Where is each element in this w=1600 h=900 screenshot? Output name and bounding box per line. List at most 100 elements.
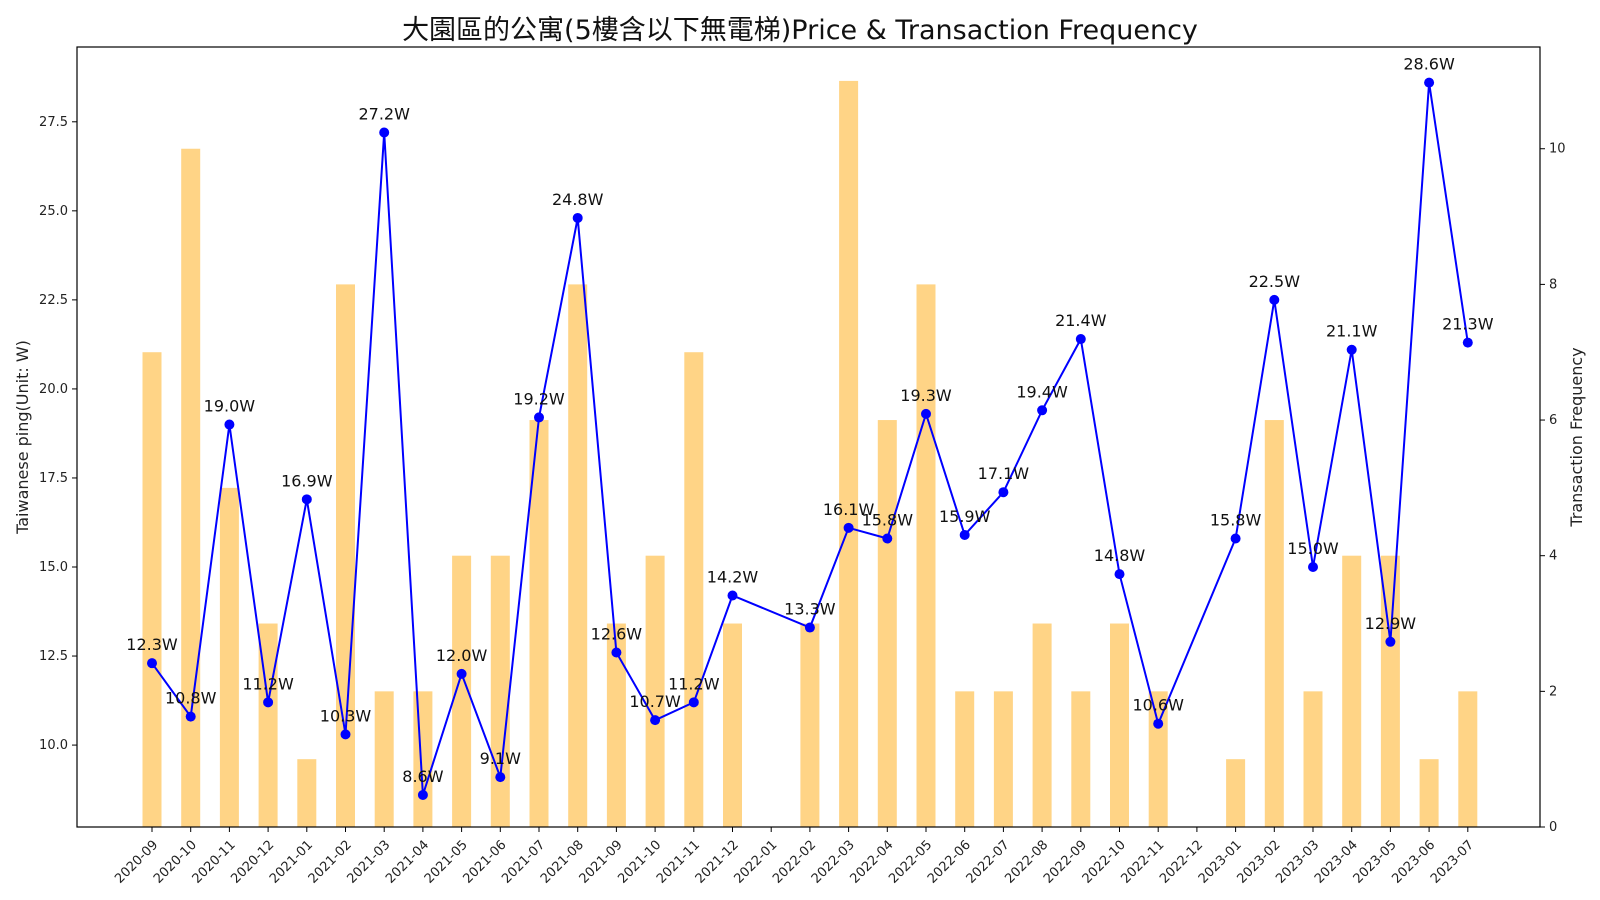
right-y-tick-label-2: 2 bbox=[1549, 684, 1557, 699]
frequency-bar-2020-09 bbox=[142, 352, 162, 827]
left-y-tick-label-17.5: 17.5 bbox=[39, 471, 68, 486]
price-point-2021-08 bbox=[572, 212, 583, 223]
price-label-2021-03: 27.2W bbox=[358, 104, 410, 123]
price-label-2021-11: 11.2W bbox=[668, 674, 720, 693]
frequency-bar-2022-05 bbox=[916, 284, 936, 827]
x-tick-label-2023-07: 2023-07 bbox=[1428, 838, 1477, 887]
price-point-2022-04 bbox=[882, 533, 893, 544]
price-label-2022-04: 15.8W bbox=[862, 511, 914, 530]
price-point-2021-09 bbox=[611, 647, 622, 658]
price-label-2023-04: 21.1W bbox=[1326, 322, 1378, 341]
frequency-bar-2020-10 bbox=[181, 148, 201, 827]
price-point-2020-12 bbox=[263, 697, 274, 708]
price-label-2022-11: 10.6W bbox=[1132, 696, 1184, 715]
price-label-2020-11: 19.0W bbox=[204, 397, 256, 416]
price-label-2021-06: 9.1W bbox=[480, 749, 521, 768]
price-point-2021-04 bbox=[417, 789, 428, 800]
price-point-2020-10 bbox=[185, 711, 196, 722]
chart-title: 大園區的公寓(5樓含以下無電梯)Price & Transaction Freq… bbox=[402, 15, 1198, 46]
price-point-2023-04 bbox=[1346, 344, 1357, 355]
frequency-bar-2023-03 bbox=[1303, 691, 1323, 827]
price-point-2023-03 bbox=[1308, 562, 1318, 572]
frequency-bar-2021-04 bbox=[413, 691, 433, 827]
price-label-2021-10: 10.7W bbox=[629, 692, 681, 711]
price-point-2022-05 bbox=[921, 408, 931, 419]
bars-layer bbox=[142, 80, 1478, 828]
price-line-layer bbox=[147, 77, 1473, 800]
right-y-tick-label-6: 6 bbox=[1549, 413, 1557, 428]
price-label-2021-05: 12.0W bbox=[436, 646, 488, 665]
frequency-bar-2023-05 bbox=[1380, 555, 1400, 827]
plot-frame bbox=[76, 46, 1541, 828]
price-label-2022-08: 19.4W bbox=[1016, 382, 1068, 401]
frequency-bar-2021-09 bbox=[606, 623, 626, 827]
price-point-2022-02 bbox=[804, 622, 815, 633]
left-y-tick-label-15.0: 15.0 bbox=[39, 560, 68, 575]
price-point-2022-09 bbox=[1075, 334, 1086, 345]
price-point-2023-06 bbox=[1424, 77, 1435, 88]
frequency-bar-2021-03 bbox=[374, 691, 394, 827]
price-point-2023-05 bbox=[1385, 636, 1396, 647]
left-y-tick-label-12.5: 12.5 bbox=[39, 649, 68, 664]
price-label-2020-09: 12.3W bbox=[126, 635, 178, 654]
price-label-2022-02: 13.3W bbox=[784, 600, 836, 619]
price-label-2023-01: 15.8W bbox=[1210, 511, 1262, 530]
price-point-2021-02 bbox=[340, 729, 351, 740]
price-point-2020-09 bbox=[147, 658, 157, 669]
left-y-tick-label-25.0: 25.0 bbox=[39, 204, 68, 219]
price-point-2021-07 bbox=[534, 412, 544, 423]
frequency-bar-2021-01 bbox=[297, 759, 317, 827]
price-label-2022-05: 19.3W bbox=[900, 386, 952, 405]
price-label-2022-03: 16.1W bbox=[823, 500, 875, 519]
price-point-2021-10 bbox=[650, 715, 661, 726]
price-label-2023-03: 15.0W bbox=[1287, 539, 1339, 558]
price-label-2021-01: 16.9W bbox=[281, 471, 333, 490]
price-point-2021-01 bbox=[301, 494, 312, 505]
price-point-2020-11 bbox=[224, 419, 235, 430]
frequency-bar-2021-10 bbox=[645, 555, 665, 827]
left-y-tick-label-20.0: 20.0 bbox=[39, 382, 68, 397]
frequency-bar-2022-06 bbox=[955, 691, 975, 827]
price-label-2021-07: 19.2W bbox=[513, 389, 565, 408]
price-point-2022-08 bbox=[1037, 405, 1048, 416]
price-label-2022-06: 15.9W bbox=[939, 507, 991, 526]
price-label-2022-10: 14.8W bbox=[1094, 546, 1146, 565]
frequency-bar-2021-02 bbox=[336, 284, 355, 827]
price-label-2021-09: 12.6W bbox=[591, 624, 643, 643]
frequency-bar-2022-02 bbox=[800, 623, 820, 827]
right-y-axis-label: Transaction Frequency bbox=[1567, 347, 1586, 527]
frequency-bar-2022-03 bbox=[839, 80, 859, 828]
right-y-tick-label-10: 10 bbox=[1549, 142, 1566, 157]
frequency-bar-2023-06 bbox=[1419, 759, 1439, 827]
right-y-tick-label-0: 0 bbox=[1549, 820, 1557, 835]
price-label-2021-12: 14.2W bbox=[707, 567, 759, 586]
frequency-bar-2023-07 bbox=[1458, 691, 1478, 827]
left-y-tick-label-22.5: 22.5 bbox=[39, 293, 68, 308]
price-label-2022-09: 21.4W bbox=[1055, 311, 1107, 330]
price-point-2022-06 bbox=[959, 529, 970, 540]
right-y-tick-label-4: 4 bbox=[1549, 549, 1557, 564]
frequency-bar-2021-06 bbox=[490, 555, 510, 827]
price-point-2021-12 bbox=[727, 590, 738, 601]
right-y-tick-label-8: 8 bbox=[1549, 277, 1557, 292]
price-label-2022-07: 17.1W bbox=[978, 464, 1030, 483]
price-label-2023-07: 21.3W bbox=[1442, 315, 1494, 334]
price-point-2023-01 bbox=[1230, 533, 1241, 544]
left-y-tick-label-27.5: 27.5 bbox=[39, 115, 68, 130]
price-point-2022-11 bbox=[1153, 718, 1164, 729]
frequency-bar-2022-10 bbox=[1110, 623, 1129, 827]
price-point-2022-10 bbox=[1114, 569, 1125, 580]
price-label-2021-02: 10.3W bbox=[320, 706, 372, 725]
price-label-2023-06: 28.6W bbox=[1403, 55, 1455, 74]
frequency-bar-2022-08 bbox=[1032, 623, 1052, 827]
frequency-bar-2021-07 bbox=[529, 420, 549, 827]
price-label-2020-10: 10.8W bbox=[165, 689, 217, 708]
frequency-bar-2023-04 bbox=[1342, 555, 1362, 827]
price-point-2022-03 bbox=[843, 522, 854, 533]
frequency-bar-2021-11 bbox=[684, 352, 704, 827]
price-label-2023-05: 12.9W bbox=[1365, 614, 1417, 633]
price-label-2020-12: 11.2W bbox=[242, 674, 294, 693]
frequency-bar-2020-11 bbox=[219, 487, 239, 827]
left-y-axis-label: Taiwanese ping(Unit: W) bbox=[13, 340, 32, 535]
